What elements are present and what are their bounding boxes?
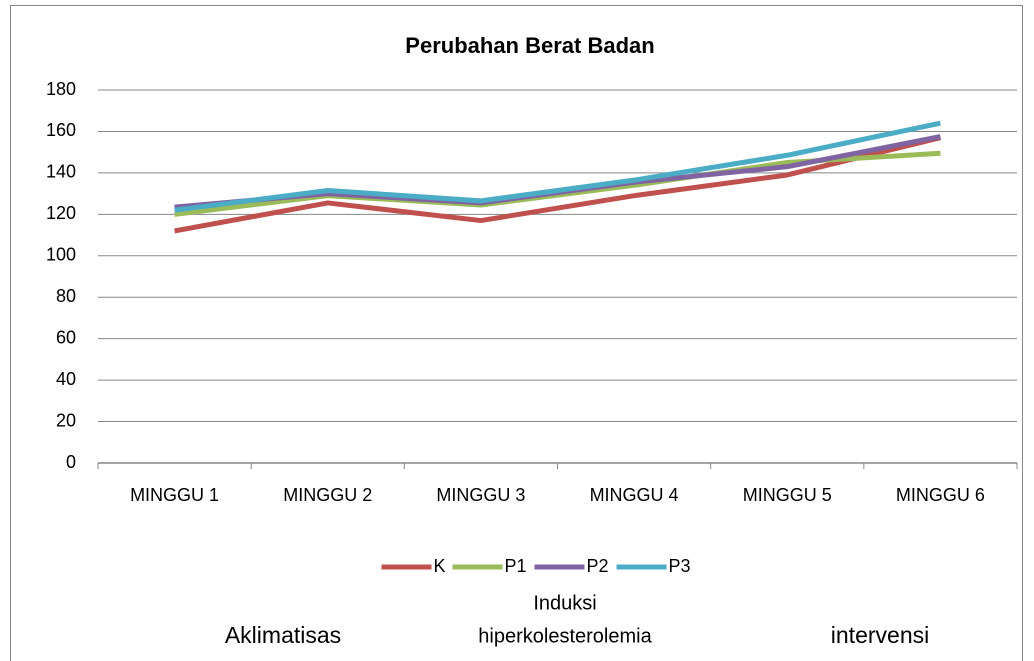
x-tick-label: MINGGU 6 xyxy=(896,485,985,505)
y-tick-label: 160 xyxy=(46,120,76,140)
y-tick-label: 40 xyxy=(56,369,76,389)
annotation: Induksi xyxy=(533,592,596,614)
x-tick-label: MINGGU 1 xyxy=(130,485,219,505)
data-line xyxy=(174,135,942,234)
chart-title: Perubahan Berat Badan xyxy=(405,33,654,58)
y-tick-label: 100 xyxy=(46,245,76,265)
legend-label: K xyxy=(434,556,446,576)
annotation: intervensi xyxy=(831,622,929,648)
legend-label: P3 xyxy=(669,556,691,576)
annotation: Aklimatisas xyxy=(225,622,341,648)
y-tick-label: 120 xyxy=(46,203,76,223)
y-tick-label: 140 xyxy=(46,162,76,182)
x-tick-label: MINGGU 5 xyxy=(743,485,832,505)
legend-label: P2 xyxy=(587,556,609,576)
chart-border xyxy=(10,5,1023,661)
annotation: hiperkolesterolemia xyxy=(478,625,652,647)
y-tick-label: 80 xyxy=(56,286,76,306)
y-tick-label: 0 xyxy=(66,452,76,472)
y-tick-label: 180 xyxy=(46,79,76,99)
y-tick-label: 60 xyxy=(56,327,76,347)
y-tick-label: 20 xyxy=(56,410,76,430)
x-tick-label: MINGGU 4 xyxy=(590,485,679,505)
legend-label: P1 xyxy=(505,556,527,576)
x-tick-label: MINGGU 3 xyxy=(436,485,525,505)
x-tick-label: MINGGU 2 xyxy=(283,485,372,505)
data-line xyxy=(174,120,941,213)
